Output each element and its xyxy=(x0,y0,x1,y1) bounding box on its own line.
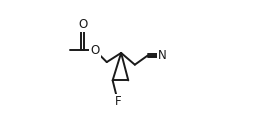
Text: F: F xyxy=(115,95,121,108)
Text: N: N xyxy=(158,49,166,62)
Text: O: O xyxy=(90,44,100,57)
Text: O: O xyxy=(78,18,87,31)
